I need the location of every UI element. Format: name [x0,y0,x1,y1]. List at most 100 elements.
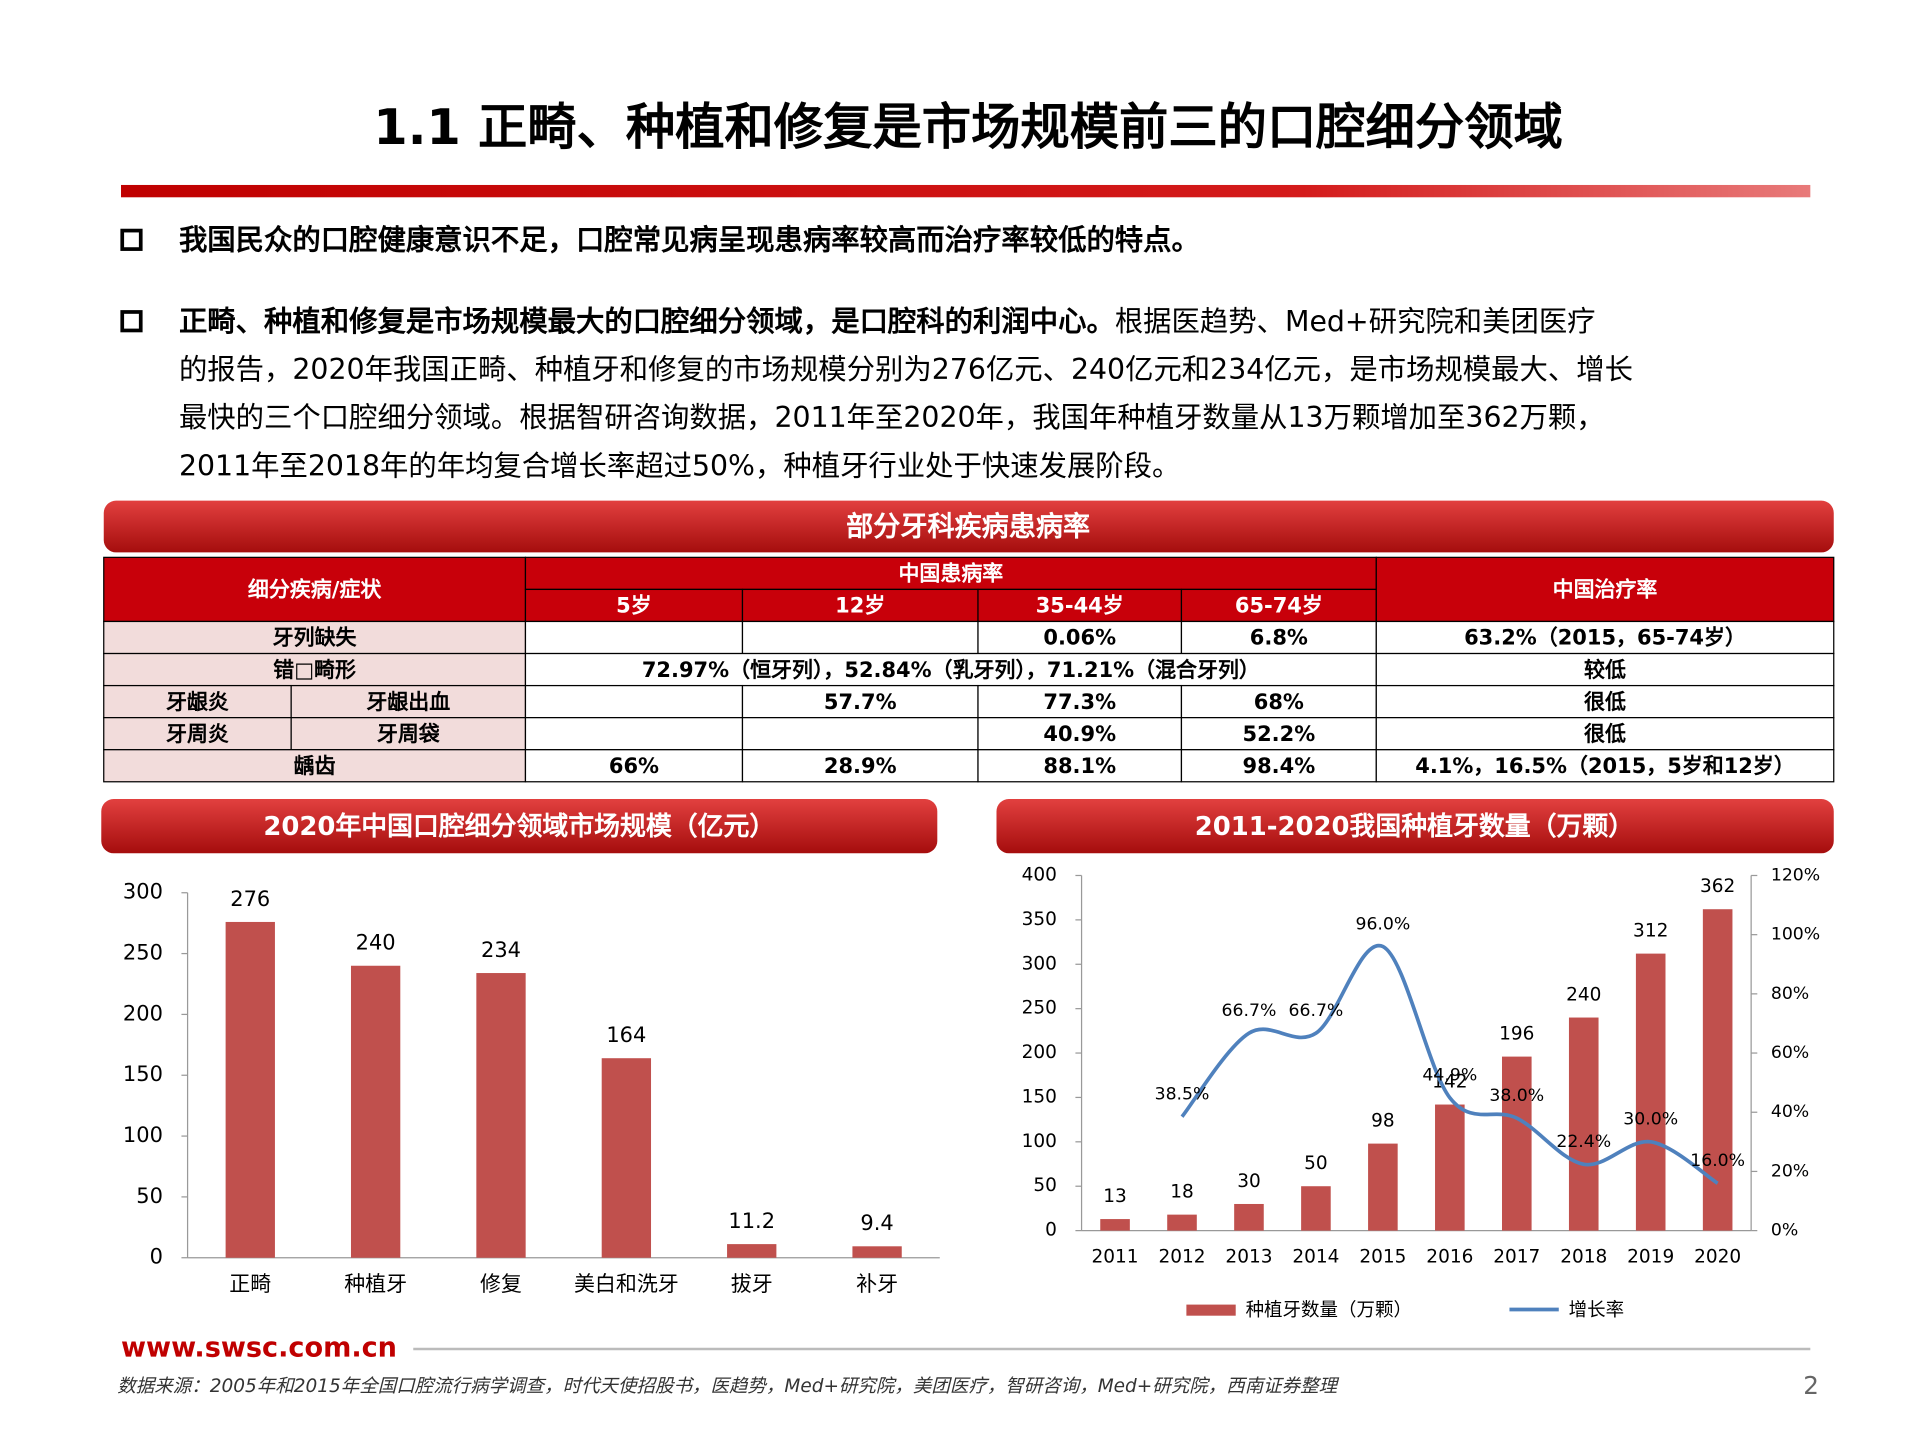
cell-text: 龋齿 [294,754,336,778]
y-tick-label: 200 [123,1001,163,1025]
table-cell [741,620,979,655]
table-cell [524,620,744,655]
title-rule [121,184,1811,198]
y-tick-label: 400 [1022,864,1057,885]
y2-tick-label: 40% [1771,1102,1809,1122]
y2-tick-label: 100% [1771,925,1820,945]
data-label: 362 [1700,876,1735,897]
cell-text: 12岁 [835,594,885,618]
table-cell [103,652,527,687]
bar [350,965,401,1258]
bar [225,921,275,1258]
x-tick-label: 2015 [1359,1247,1406,1268]
table-cell [1375,556,1835,623]
table-cell [1375,749,1835,783]
legend-label: 种植牙数量（万颗） [1246,1300,1412,1321]
cell-text: 牙列缺失 [273,626,358,650]
cell-text: 牙周袋 [377,722,440,746]
data-label: 38.0% [1489,1086,1544,1106]
banner [996,799,1834,854]
x-tick-label: 2016 [1426,1247,1473,1268]
cell-text: 66% [609,754,659,778]
bullet-line: 根据医趋势、Med+研究院和美团医疗 [1115,305,1596,338]
data-label: 96.0% [1355,914,1410,934]
table-cell [741,684,979,719]
y-tick-label: 250 [123,941,163,965]
data-label: 13 [1103,1186,1127,1207]
data-label: 240 [1566,984,1601,1005]
bar [1568,1017,1599,1231]
y-tick-label: 200 [1022,1042,1057,1063]
table-cell [1180,749,1377,783]
y-tick-label: 50 [1033,1175,1057,1196]
cell-text: 57.7% [824,690,897,714]
table-cell [741,717,979,751]
y-tick-label: 100 [1022,1131,1057,1152]
x-tick-label: 拔牙 [731,1272,773,1296]
x-tick-label: 补牙 [856,1272,898,1296]
table-cell [103,620,527,655]
y-tick-label: 250 [1022,998,1057,1019]
cell-text: 35-44岁 [1036,594,1124,618]
cell-text: 错□畸形 [273,658,356,682]
cell-text: 52.2% [1243,722,1316,746]
bullet-box [120,310,143,333]
x-tick-label: 2013 [1225,1247,1272,1268]
cell-text: 很低 [1584,690,1626,714]
source: 数据来源：2005年和2015年全国口腔流行病学调查，时代天使招股书，医趋势，M… [117,1376,1339,1397]
data-label: 240 [356,931,396,955]
line [1180,943,1719,1185]
x-tick-label: 2012 [1158,1247,1205,1268]
table-cell [524,684,744,719]
chart-title: 2020年中国口腔细分领域市场规模（亿元） [263,811,775,842]
y-tick-label: 100 [123,1123,163,1147]
table-cell [524,652,1377,687]
cell-text: 72.97%（恒牙列），52.84%（乳牙列），71.21%（混合牙列） [642,658,1260,682]
data-label: 30 [1237,1171,1261,1192]
cell-text: 中国患病率 [898,562,1003,586]
data-label: 11.2 [728,1209,775,1233]
table-cell [103,717,292,751]
x-tick-label: 种植牙 [344,1272,407,1296]
table-cell [1375,652,1835,687]
cell-text: 98.4% [1243,754,1316,778]
bar [1167,1214,1197,1231]
table-cell [741,588,979,623]
data-label: 98 [1371,1110,1395,1131]
data-label: 196 [1499,1023,1534,1044]
table-cell [103,749,527,783]
cell-text: 65-74岁 [1235,594,1323,618]
data-label: 44.9% [1422,1066,1477,1086]
cell-text: 4.1%，16.5%（2015，5岁和12岁） [1415,754,1795,778]
cell-text: 28.9% [824,754,897,778]
page-title: 1.1 正畸、种植和修复是市场规模前三的口腔细分领域 [373,98,1562,156]
y2-tick-label: 0% [1771,1221,1798,1241]
cell-text: 中国治疗率 [1553,578,1658,602]
chart-title: 2011-2020我国种植牙数量（万颗） [1195,812,1634,842]
y-tick-label: 0 [150,1245,163,1269]
y-tick-label: 50 [136,1184,163,1208]
y-tick-label: 150 [1022,1086,1057,1107]
cell-text: 较低 [1584,658,1626,682]
cell-text: 40.9% [1043,722,1116,746]
x-tick-label: 2011 [1092,1247,1139,1268]
y-tick-label: 300 [1022,953,1057,974]
table-cell [977,588,1183,623]
y2-tick-label: 60% [1771,1043,1809,1063]
data-label: 9.4 [860,1211,893,1235]
table-cell [1375,620,1835,655]
x-tick-label: 2020 [1694,1247,1741,1268]
page-number: 2 [1803,1371,1819,1400]
bullet-text: 我国民众的口腔健康意识不足，口腔常见病呈现患病率较高而治疗率较低的特点。 [179,224,1200,257]
y2-tick-label: 80% [1771,984,1809,1004]
y-tick-label: 300 [123,880,163,904]
cell-text: 5岁 [616,594,652,618]
data-label: 276 [230,887,270,911]
y-tick-label: 0 [1045,1220,1057,1241]
y-tick-label: 350 [1022,909,1057,930]
data-label: 66.7% [1222,1001,1277,1021]
data-label: 50 [1304,1153,1328,1174]
bullet-line: 最快的三个口腔细分领域。根据智研咨询数据，2011年至2020年，我国年种植牙数… [179,401,1605,434]
website: www.swsc.com.cn [121,1332,397,1363]
